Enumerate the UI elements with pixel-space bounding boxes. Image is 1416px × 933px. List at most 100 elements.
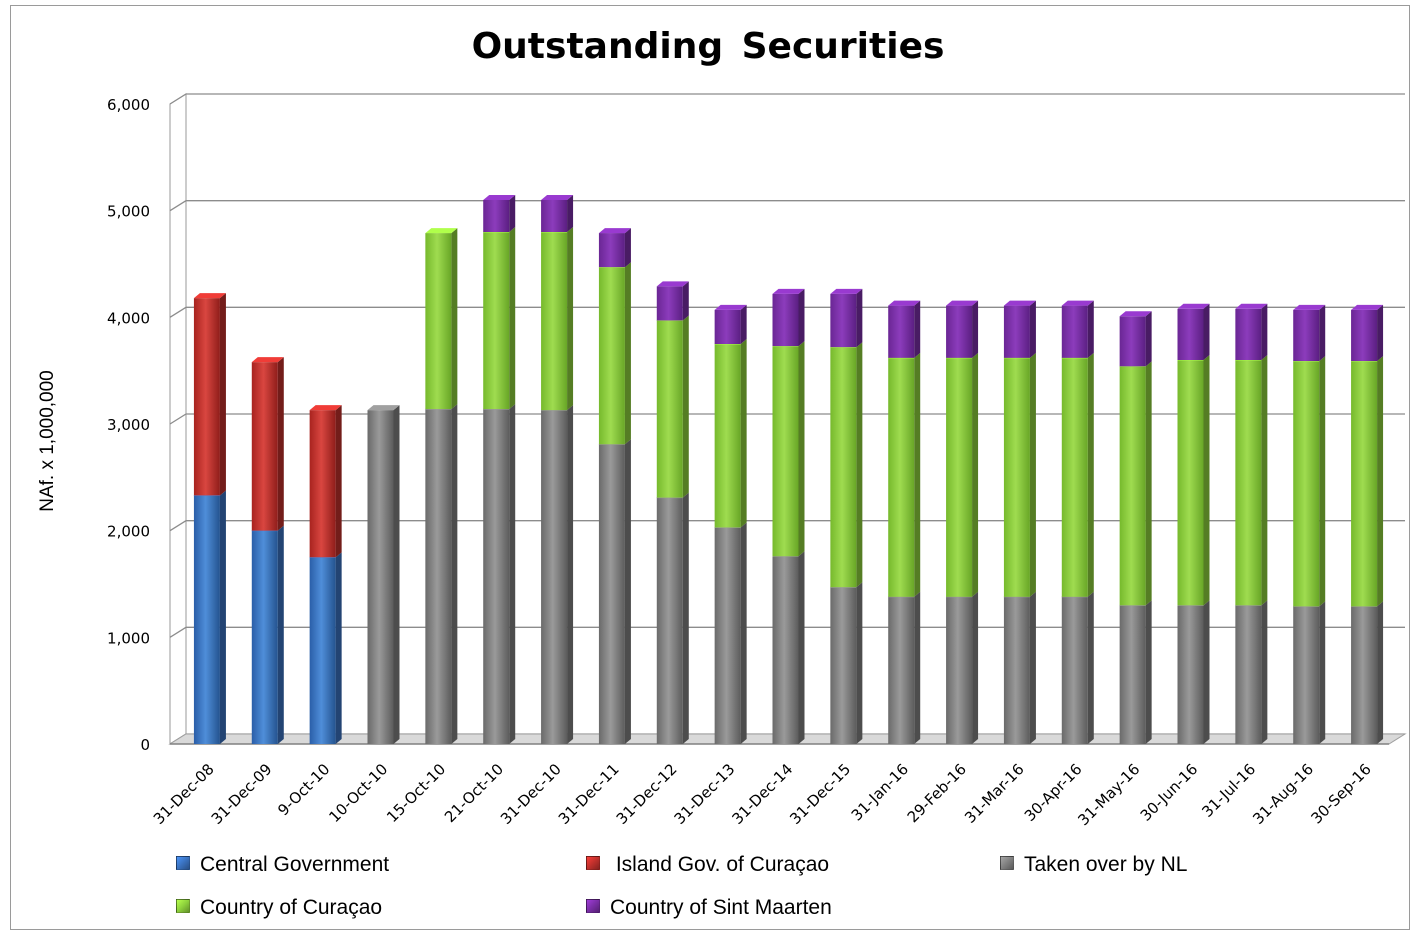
bar-segment (1293, 601, 1326, 744)
x-tick-label: 31-Jul-16 (1198, 760, 1259, 821)
gridline (169, 306, 1405, 318)
bar-stack (1061, 300, 1094, 744)
bar-segment (367, 405, 400, 744)
legend-label: Country of Curaçao (200, 896, 383, 919)
bar-segment (1177, 355, 1210, 606)
legend-label: Country of Sint Maarten (610, 896, 832, 919)
gridline (169, 93, 1405, 105)
bars (193, 195, 1384, 744)
bar-segment (1061, 300, 1094, 358)
bar-stack (1119, 311, 1152, 744)
bar-stack (598, 228, 631, 744)
bar-segment (1293, 356, 1326, 607)
bar-segment (946, 300, 979, 358)
bar-stack (309, 405, 342, 744)
bar-segment (1003, 591, 1036, 744)
x-tick-label: 31-Jan-16 (848, 760, 912, 824)
bar-stack (714, 304, 747, 744)
bar-segment (946, 591, 979, 744)
x-tick-label: 10-Oct-10 (325, 760, 391, 826)
bar-stack (1177, 303, 1210, 744)
bar-segment (483, 404, 516, 744)
bar-segment (1351, 356, 1384, 607)
gridline (169, 520, 1405, 532)
bar-segment (1119, 361, 1152, 606)
bar-segment (1235, 303, 1268, 360)
legend-item: Central Government (176, 853, 389, 877)
bar-segment (1177, 303, 1210, 360)
gridlines (169, 93, 1405, 745)
bar-stack (888, 300, 921, 744)
bar-stack (946, 300, 979, 744)
bar-segment (772, 341, 805, 557)
bar-segment (946, 352, 979, 597)
bar-stack (656, 281, 689, 744)
bar-segment (1061, 591, 1094, 744)
bar-stack (1003, 300, 1036, 744)
gridline (169, 413, 1405, 425)
bar-segment (251, 357, 284, 531)
bar-stack (193, 293, 226, 744)
y-tick-label: 4,000 (107, 309, 150, 327)
bar-segment (656, 492, 689, 744)
bar-segment (772, 551, 805, 744)
bar-segment (1351, 601, 1384, 744)
x-tick-label: 29-Feb-16 (904, 760, 970, 826)
x-tick-label: 31-Dec-13 (671, 760, 739, 828)
bar-segment (772, 288, 805, 347)
legend-swatch (176, 856, 190, 871)
bar-segment (1293, 304, 1326, 362)
legend-label: Island Gov. of Curaçao (610, 853, 830, 876)
bar-segment (598, 262, 631, 445)
bar-segment (888, 300, 921, 358)
chart-frame (10, 5, 1410, 930)
legend-label: Central Government (200, 853, 390, 876)
bar-segment (1003, 300, 1036, 358)
bar-segment (714, 304, 747, 344)
bar-segment (656, 281, 689, 321)
bar-stack (367, 405, 400, 744)
x-tick-labels: 31-Dec-0831-Dec-099-Oct-1010-Oct-1015-Oc… (150, 760, 1375, 829)
bar-segment (541, 195, 574, 232)
legend-swatch (1000, 856, 1014, 871)
y-tick-label: 2,000 (107, 523, 150, 541)
bar-stack (251, 357, 284, 744)
bar-segment (425, 228, 458, 410)
x-tick-label: 31-Dec-11 (555, 760, 623, 828)
y-tick-label: 1,000 (107, 629, 150, 647)
chart-title: Outstanding Securities (471, 26, 945, 67)
bar-segment (1119, 311, 1152, 367)
y-tick-label: 5,000 (107, 203, 150, 221)
bar-segment (598, 228, 631, 268)
bar-stack (1351, 304, 1384, 744)
bar-segment (1235, 600, 1268, 744)
y-tick-label: 6,000 (107, 96, 150, 114)
bar-segment (483, 227, 516, 410)
legend-swatch (586, 856, 600, 871)
legend-swatch (176, 899, 190, 914)
legend-item: Country of Curaçao (176, 896, 382, 920)
bar-segment (1119, 600, 1152, 744)
gridline (169, 626, 1405, 638)
y-tick-labels: 0 1,000 2,000 3,000 4,000 5,000 6,000 (107, 96, 150, 754)
bar-segment (541, 405, 574, 744)
legend-item: Country of Sint Maarten (586, 896, 832, 920)
bar-segment (888, 591, 921, 744)
bar-segment (193, 293, 226, 496)
bar-segment (598, 439, 631, 744)
bar-segment (1351, 304, 1384, 362)
x-tick-label: 31-Dec-14 (728, 760, 796, 828)
x-tick-label: 30-Jun-16 (1137, 760, 1202, 825)
x-tick-label: 31-Dec-08 (150, 760, 218, 828)
bar-segment (830, 288, 863, 348)
bar-stack (483, 195, 516, 744)
bar-segment (309, 405, 342, 558)
x-tick-label: 15-Oct-10 (383, 760, 449, 826)
x-tick-label: 31-Dec-10 (497, 760, 565, 828)
bar-stack (830, 288, 863, 744)
bar-segment (193, 490, 226, 744)
x-tick-label: 31-Aug-16 (1249, 760, 1317, 828)
x-tick-label: 31-Mar-16 (961, 760, 1028, 827)
x-tick-label: 31-May-16 (1074, 760, 1143, 829)
